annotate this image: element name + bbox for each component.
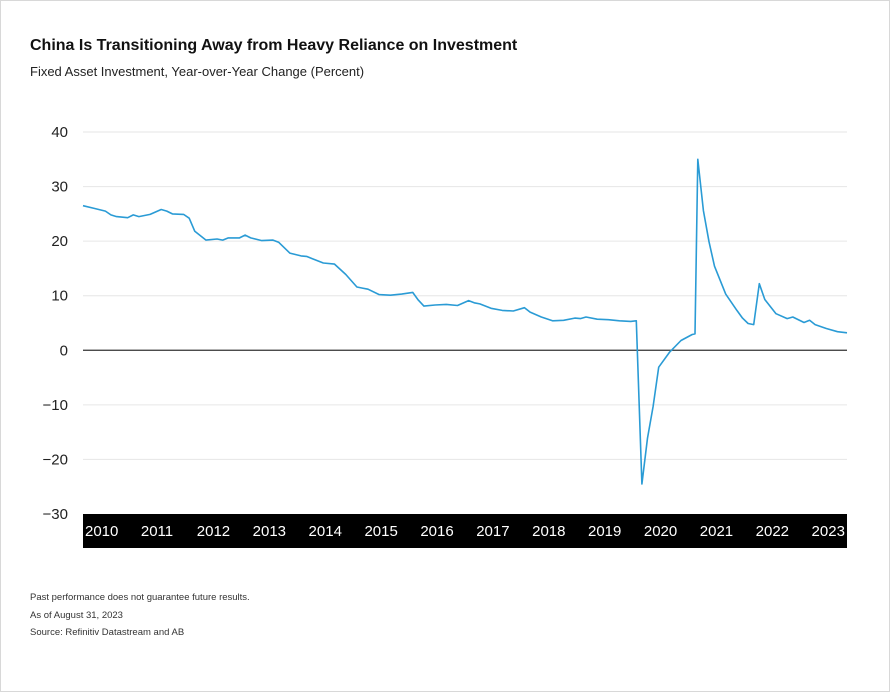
x-tick-label: 2020 <box>644 523 677 540</box>
x-axis-tick-labels: 2010 2011 2012 2013 2014 2015 2016 2017 2018 2019… <box>85 523 845 540</box>
y-tick-label: 10 <box>51 288 68 305</box>
footnotes: Past performance does not guarantee futu… <box>30 589 250 642</box>
x-tick-label: 2014 <box>309 523 342 540</box>
series-line <box>82 158 848 485</box>
x-tick-label: 2013 <box>253 523 286 540</box>
as-of-date: As of August 31, 2023 <box>30 609 123 621</box>
y-tick-label: 20 <box>51 233 68 250</box>
x-tick-label: 2022 <box>756 523 789 540</box>
y-axis-tick-labels: 40 30 20 10 0 −10 −20 −30 <box>43 124 68 523</box>
x-tick-label: 2018 <box>532 523 565 540</box>
y-tick-label: −20 <box>43 451 68 468</box>
x-tick-label: 2021 <box>700 523 733 540</box>
chart-title: China Is Transitioning Away from Heavy R… <box>30 37 518 54</box>
x-tick-label: 2012 <box>197 523 230 540</box>
disclaimer-note: Past performance does not guarantee futu… <box>30 592 250 603</box>
x-tick-label: 2017 <box>476 523 509 540</box>
y-tick-label: 30 <box>51 179 68 196</box>
chart-subtitle: Fixed Asset Investment, Year-over-Year C… <box>30 64 365 79</box>
y-tick-label: −30 <box>43 506 68 523</box>
x-tick-label: 2019 <box>588 523 621 540</box>
x-tick-label: 2023 <box>812 523 845 540</box>
x-tick-label: 2015 <box>364 523 397 540</box>
gridlines <box>83 131 847 460</box>
x-tick-label: 2011 <box>141 523 173 540</box>
x-tick-label: 2010 <box>85 523 118 540</box>
source-note: Source: Refinitiv Datastream and AB <box>30 627 185 638</box>
y-tick-label: 0 <box>60 342 68 359</box>
y-tick-label: −10 <box>43 397 68 414</box>
x-tick-label: 2016 <box>420 523 453 540</box>
y-tick-label: 40 <box>51 124 68 141</box>
x-axis-band <box>83 514 847 548</box>
